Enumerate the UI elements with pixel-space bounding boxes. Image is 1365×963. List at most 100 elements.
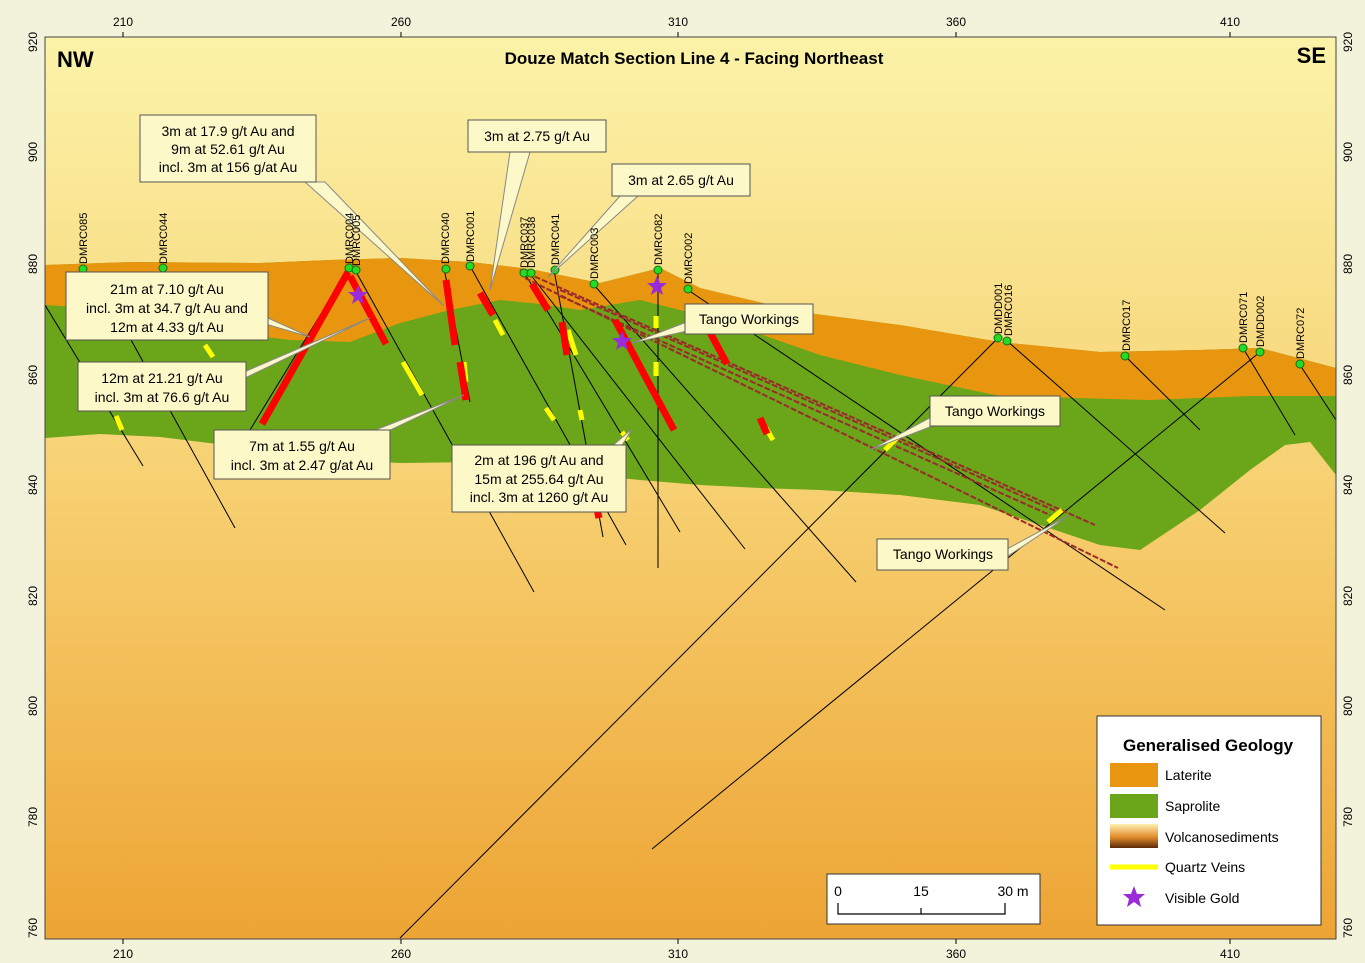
drillhole-label: DMRC040 xyxy=(440,213,452,264)
callout-tango-2: Tango Workings xyxy=(929,395,1061,427)
x-tick: 360 xyxy=(946,15,966,29)
callout-line: Tango Workings xyxy=(893,546,993,562)
y-tick: 880 xyxy=(1341,254,1355,274)
callout-dmrc001: 3m at 2.75 g/t Au xyxy=(467,119,607,153)
x-tick: 210 xyxy=(113,947,133,961)
callout-line: 3m at 17.9 g/t Au and xyxy=(161,123,294,139)
y-tick: 920 xyxy=(1341,32,1355,52)
map-frame xyxy=(44,36,1337,940)
visible-gold-markers xyxy=(348,276,667,350)
legend-item-visible-gold: Visible Gold xyxy=(1165,890,1239,906)
drillhole-label: DMRC041 xyxy=(550,214,562,265)
callout-line: 12m at 4.33 g/t Au xyxy=(110,319,224,335)
drillhole-label: DMRC002 xyxy=(683,233,695,284)
callout-line: 15m at 255.64 g/t Au xyxy=(474,471,603,487)
y-tick: 760 xyxy=(1341,918,1355,938)
callout-line: incl. 3m at 34.7 g/t Au and xyxy=(86,300,248,316)
drillhole-label: DMRC044 xyxy=(158,213,170,264)
axis-tick-marks xyxy=(122,32,1231,944)
legend-swatch-saprolite xyxy=(1110,794,1158,818)
y-tick: 860 xyxy=(1341,365,1355,385)
scale-bar: 0 15 30 m xyxy=(826,873,1041,925)
drillhole-labels: DMRC085 DMRC044 DMRC004 DMRC005 DMRC040 … xyxy=(78,211,1307,359)
legend-item-laterite: Laterite xyxy=(1165,767,1212,783)
callout-line: incl. 3m at 2.47 g/at Au xyxy=(231,457,373,473)
corner-label-nw: NW xyxy=(57,47,94,72)
drillhole-label: DMRC016 xyxy=(1003,285,1015,336)
callout-line: 3m at 2.75 g/t Au xyxy=(484,128,590,144)
scale-tick-15: 15 xyxy=(913,883,929,899)
x-axis-labels-bottom: 210 260 310 360 410 xyxy=(113,947,1240,961)
x-tick: 410 xyxy=(1220,15,1240,29)
callout-dmrc041: 3m at 2.65 g/t Au xyxy=(611,163,751,197)
y-tick: 800 xyxy=(26,696,40,716)
scale-tick-0: 0 xyxy=(834,883,842,899)
y-tick: 860 xyxy=(26,365,40,385)
legend-item-saprolite: Saprolite xyxy=(1165,798,1220,814)
callout-line: incl. 3m at 1260 g/t Au xyxy=(470,489,609,505)
y-tick: 900 xyxy=(26,142,40,162)
drillhole-label: DMRC082 xyxy=(653,214,665,265)
callout-tango-3: Tango Workings xyxy=(876,538,1009,571)
y-tick: 800 xyxy=(1341,696,1355,716)
legend-swatch-laterite xyxy=(1110,763,1158,787)
y-tick: 880 xyxy=(26,254,40,274)
drillhole-label: DMRC005 xyxy=(351,215,363,266)
x-tick: 310 xyxy=(668,15,688,29)
scale-tick-30: 30 m xyxy=(997,883,1028,899)
y-tick: 900 xyxy=(1341,142,1355,162)
x-tick: 310 xyxy=(668,947,688,961)
corner-label-se: SE xyxy=(1297,43,1326,68)
drillhole-label: DMRC017 xyxy=(1121,300,1133,351)
callout-line: 9m at 52.61 g/t Au xyxy=(171,141,285,157)
drillhole-label: DMRC003 xyxy=(589,228,601,279)
y-axis-labels-left: 920 900 880 860 840 820 800 780 760 xyxy=(26,32,40,938)
callout-dmrc040: 3m at 17.9 g/t Au and 9m at 52.61 g/t Au… xyxy=(139,114,317,183)
callout-line: 2m at 196 g/t Au and xyxy=(474,452,603,468)
callout-line: 21m at 7.10 g/t Au xyxy=(110,281,224,297)
y-tick: 760 xyxy=(26,918,40,938)
drillhole-label: DMRC001 xyxy=(465,211,477,262)
drillhole-label: DMDD002 xyxy=(1255,296,1267,347)
callout-dmrc004: 21m at 7.10 g/t Au incl. 3m at 34.7 g/t … xyxy=(65,271,269,341)
y-tick: 920 xyxy=(26,32,40,52)
x-tick: 260 xyxy=(391,947,411,961)
assay-callouts: 3m at 17.9 g/t Au and 9m at 52.61 g/t Au… xyxy=(65,114,1061,571)
x-tick: 360 xyxy=(946,947,966,961)
callout-dmrc040-lower: 7m at 1.55 g/t Au incl. 3m at 2.47 g/at … xyxy=(213,429,391,480)
callout-dmrc082: 2m at 196 g/t Au and 15m at 255.64 g/t A… xyxy=(451,444,627,513)
drillhole-label: DMRC072 xyxy=(1295,308,1307,359)
callout-tango-1: Tango Workings xyxy=(684,303,814,335)
legend-item-quartz-veins: Quartz Veins xyxy=(1165,859,1245,875)
x-axis-labels-top: 210 260 310 360 410 xyxy=(113,15,1240,29)
y-tick: 840 xyxy=(26,475,40,495)
callout-line: Tango Workings xyxy=(945,403,1045,419)
callout-line: 3m at 2.65 g/t Au xyxy=(628,172,734,188)
visible-gold-icon xyxy=(1123,886,1145,907)
callout-line: 12m at 21.21 g/t Au xyxy=(101,370,222,386)
legend-swatch-volcanosediments xyxy=(1110,824,1158,848)
x-tick: 210 xyxy=(113,15,133,29)
x-tick: 260 xyxy=(391,15,411,29)
callout-line: Tango Workings xyxy=(699,311,799,327)
y-tick: 820 xyxy=(1341,586,1355,606)
drillhole-label: DMRC004 xyxy=(344,213,356,264)
y-tick: 780 xyxy=(26,807,40,827)
legend-item-volcanosediments: Volcanosediments xyxy=(1165,829,1279,845)
section-title: Douze Match Section Line 4 - Facing Nort… xyxy=(505,49,884,68)
callout-dmrc005: 12m at 21.21 g/t Au incl. 3m at 76.6 g/t… xyxy=(77,361,247,412)
drillhole-label: DMRC037 xyxy=(519,217,531,268)
callout-line: incl. 3m at 76.6 g/t Au xyxy=(95,389,230,405)
drillhole-label: DMRC085 xyxy=(78,213,90,264)
tango-workings xyxy=(519,269,1119,569)
y-tick: 820 xyxy=(26,586,40,606)
drillhole-label: DMDD001 xyxy=(993,283,1005,334)
legend: Generalised Geology Laterite Saprolite V… xyxy=(1096,715,1322,926)
legend-title: Generalised Geology xyxy=(1123,736,1294,755)
drillhole-label: DMRC071 xyxy=(1238,292,1250,343)
callout-line: incl. 3m at 156 g/at Au xyxy=(159,159,298,175)
drillhole-label: DMRC038 xyxy=(526,217,538,268)
y-tick: 780 xyxy=(1341,807,1355,827)
x-tick: 410 xyxy=(1220,947,1240,961)
